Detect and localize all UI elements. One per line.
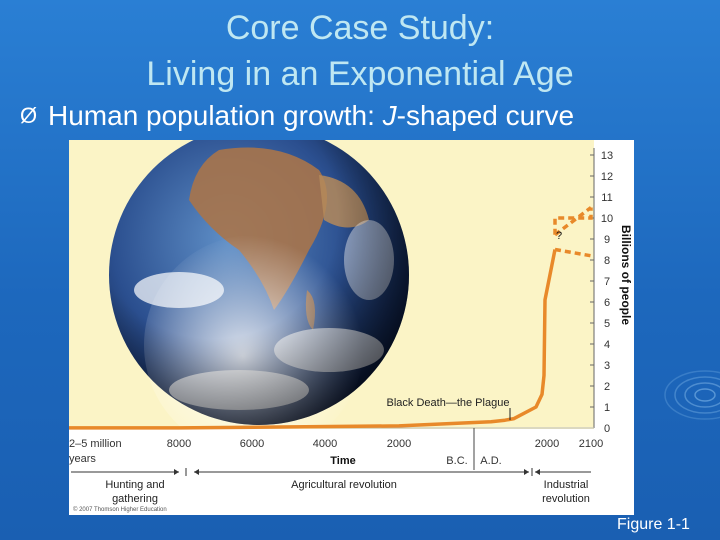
period-label-industrial: revolution — [542, 493, 590, 505]
x-tick-label: 2000 — [535, 438, 559, 450]
x-tick-label: 2–5 million — [69, 438, 122, 450]
projection-question-mark: ? — [556, 230, 562, 242]
y-tick-label: 0 — [604, 423, 610, 435]
period-arrowhead — [174, 469, 179, 475]
figure-label: Figure 1-1 — [617, 516, 690, 533]
y-tick-label: 3 — [604, 360, 610, 372]
black-death-annotation: Black Death—the Plague — [387, 397, 510, 409]
water-ripple-decoration — [664, 370, 720, 420]
x-tick-label: 2100 — [579, 438, 603, 450]
slide-title-line-2: Living in an Exponential Age — [146, 55, 574, 93]
y-tick-label: 1 — [604, 402, 610, 414]
slide-title-line-1: Core Case Study: — [225, 9, 495, 47]
series-line-main — [68, 249, 557, 430]
y-tick-label: 6 — [604, 297, 610, 309]
period-label-hunting: Hunting and — [105, 479, 164, 491]
period-label-industrial: Industrial — [544, 479, 589, 491]
era-label-bc: B.C. — [446, 455, 467, 467]
series-line-projection — [554, 247, 592, 258]
x-tick-label: 4000 — [313, 438, 337, 450]
globe-shading — [109, 125, 409, 425]
period-arrowhead — [524, 469, 529, 475]
y-tick-label: 2 — [604, 381, 610, 393]
bullet-point: Ø Human population growth: J-shaped curve — [20, 98, 574, 134]
bullet-text-italic: J — [382, 100, 397, 131]
y-tick-label: 7 — [604, 276, 610, 288]
y-tick-label: 12 — [601, 171, 613, 183]
y-tick-label: 5 — [604, 318, 610, 330]
bullet-text-suffix: -shaped curve — [396, 100, 575, 131]
y-tick-label: 11 — [601, 192, 612, 204]
period-arrowhead — [194, 469, 199, 475]
x-tick-label: 6000 — [240, 438, 264, 450]
x-tick-label: 2000 — [387, 438, 411, 450]
era-label-ad: A.D. — [480, 455, 501, 467]
x-tick-sublabel: years — [69, 453, 96, 465]
arrow-bullet-icon: Ø — [20, 103, 38, 128]
period-arrowhead — [535, 469, 540, 475]
x-tick-label: 8000 — [167, 438, 191, 450]
period-label-agricultural: Agricultural revolution — [291, 479, 397, 491]
y-tick-label: 4 — [604, 339, 610, 351]
earth-globe-image — [109, 125, 409, 455]
publisher-credit: © 2007 Thomson Higher Education — [73, 506, 167, 513]
figure-panel: 0 1 2 3 4 5 6 7 8 9 10 11 12 13 Billions of people 2–5 … — [68, 125, 634, 515]
y-tick-label: 9 — [604, 234, 610, 246]
bullet-text-prefix: Human population growth: — [48, 100, 383, 131]
series-line-projection — [553, 206, 593, 237]
y-axis-title: Billions of people — [619, 225, 633, 325]
x-axis-title: Time — [330, 455, 355, 467]
period-label-hunting: gathering — [112, 493, 158, 505]
series-line-projection-upper — [553, 207, 593, 235]
y-tick-label: 13 — [601, 150, 613, 162]
y-tick-label: 10 — [601, 213, 613, 225]
y-tick-label: 8 — [604, 255, 610, 267]
